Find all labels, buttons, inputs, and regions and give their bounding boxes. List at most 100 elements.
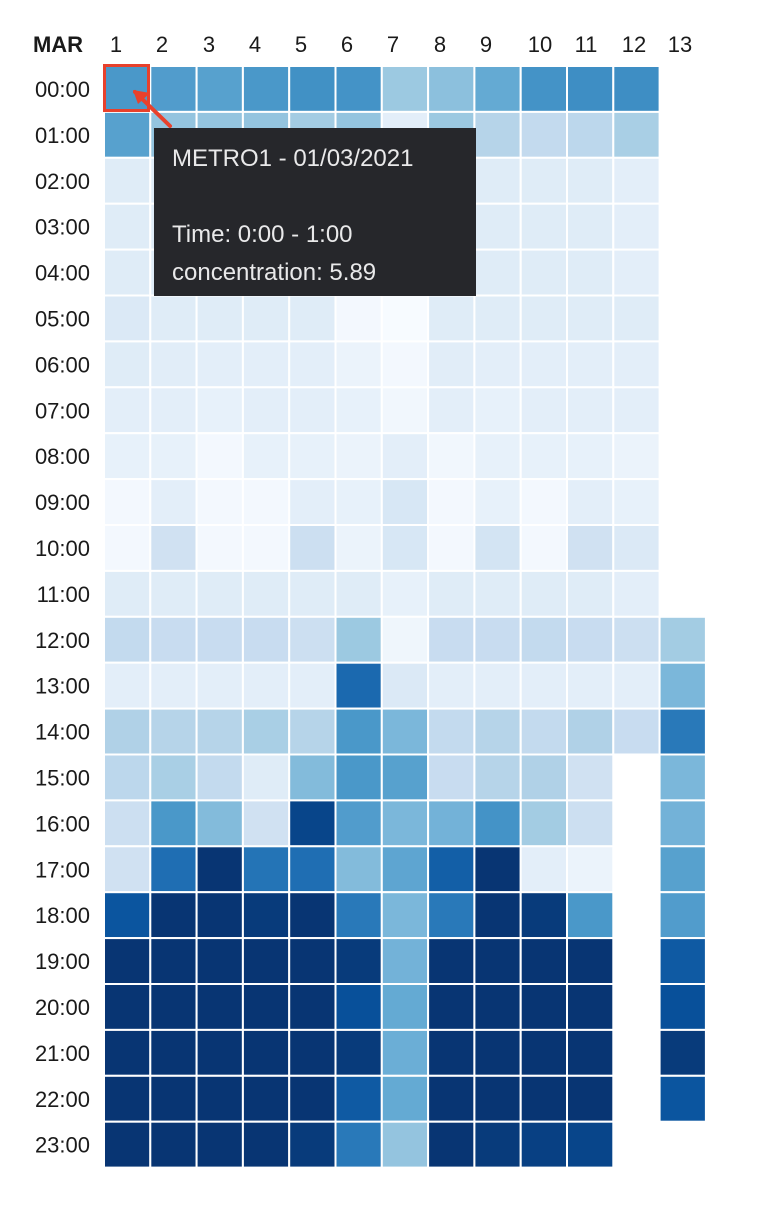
heatmap-cell[interactable] [241, 615, 291, 664]
heatmap-cell[interactable] [519, 386, 569, 435]
heatmap-cell[interactable] [658, 983, 707, 1031]
heatmap-cell[interactable] [195, 1074, 244, 1123]
heatmap-cell[interactable] [380, 937, 430, 985]
heatmap-cell[interactable] [380, 753, 430, 802]
heatmap-cell[interactable] [519, 661, 569, 710]
heatmap-cell[interactable] [334, 65, 383, 113]
heatmap-cell[interactable] [149, 661, 198, 710]
heatmap-cell[interactable] [334, 799, 383, 848]
heatmap-cell[interactable] [334, 845, 383, 894]
heatmap-cell[interactable] [149, 983, 198, 1031]
heatmap-cell[interactable] [427, 340, 476, 389]
heatmap-cell[interactable] [103, 386, 152, 435]
heatmap-cell[interactable] [380, 478, 430, 527]
heatmap-cell[interactable] [288, 569, 337, 618]
heatmap-cell[interactable] [195, 340, 244, 389]
heatmap-cell[interactable] [612, 707, 661, 756]
heatmap-cell[interactable] [334, 661, 383, 710]
heatmap-cell[interactable] [658, 707, 707, 756]
heatmap-cell[interactable] [658, 753, 707, 802]
heatmap-cell[interactable] [149, 386, 198, 435]
heatmap-cell[interactable] [195, 478, 244, 527]
heatmap-cell[interactable] [612, 569, 661, 618]
heatmap-cell[interactable] [427, 615, 476, 664]
heatmap-cell[interactable] [380, 65, 430, 113]
heatmap-cell[interactable] [566, 983, 615, 1031]
heatmap-cell[interactable] [427, 845, 476, 894]
heatmap-cell[interactable] [103, 983, 152, 1031]
heatmap-cell[interactable] [149, 707, 198, 756]
heatmap-cell[interactable] [241, 478, 291, 527]
heatmap-cell[interactable] [288, 524, 337, 572]
heatmap-cell[interactable] [612, 202, 661, 251]
heatmap-cell[interactable] [241, 1120, 291, 1169]
heatmap-cell[interactable] [149, 432, 198, 481]
heatmap-cell[interactable] [334, 937, 383, 985]
heatmap-cell[interactable] [427, 707, 476, 756]
heatmap-cell[interactable] [195, 753, 244, 802]
heatmap-cell[interactable] [612, 156, 661, 205]
heatmap-cell[interactable] [566, 340, 615, 389]
heatmap-cell[interactable] [241, 1028, 291, 1077]
heatmap-cell[interactable] [658, 891, 707, 940]
heatmap-cell[interactable] [473, 524, 522, 572]
heatmap-cell[interactable] [519, 202, 569, 251]
heatmap-cell[interactable] [334, 891, 383, 940]
heatmap-cell[interactable] [103, 1028, 152, 1077]
heatmap-cell[interactable] [334, 615, 383, 664]
heatmap-cell[interactable] [103, 156, 152, 205]
heatmap-cell[interactable] [612, 478, 661, 527]
heatmap-cell[interactable] [658, 845, 707, 894]
heatmap-cell[interactable] [473, 983, 522, 1031]
heatmap-cell[interactable] [566, 661, 615, 710]
heatmap-cell[interactable] [473, 615, 522, 664]
heatmap-cell[interactable] [427, 1028, 476, 1077]
heatmap-cell[interactable] [103, 891, 152, 940]
heatmap-cell[interactable] [519, 799, 569, 848]
heatmap-cell[interactable] [566, 65, 615, 113]
heatmap-cell[interactable] [288, 1120, 337, 1169]
heatmap-cell[interactable] [380, 615, 430, 664]
heatmap-cell[interactable] [149, 524, 198, 572]
heatmap-cell[interactable] [334, 478, 383, 527]
heatmap-cell[interactable] [427, 753, 476, 802]
heatmap-cell[interactable] [241, 983, 291, 1031]
heatmap-cell[interactable] [288, 340, 337, 389]
heatmap-cell[interactable] [334, 1028, 383, 1077]
heatmap-cell[interactable] [566, 1028, 615, 1077]
heatmap-cell[interactable] [658, 937, 707, 985]
heatmap-cell[interactable] [566, 1120, 615, 1169]
heatmap-cell[interactable] [241, 386, 291, 435]
heatmap-cell[interactable] [519, 615, 569, 664]
heatmap-cell[interactable] [149, 615, 198, 664]
heatmap-cell[interactable] [334, 294, 383, 343]
heatmap-cell[interactable] [241, 753, 291, 802]
heatmap-cell[interactable] [195, 845, 244, 894]
heatmap-cell[interactable] [566, 615, 615, 664]
heatmap-cell[interactable] [612, 340, 661, 389]
heatmap-cell[interactable] [473, 65, 522, 113]
heatmap-cell[interactable] [519, 524, 569, 572]
heatmap-cell[interactable] [380, 1028, 430, 1077]
heatmap-cell[interactable] [288, 615, 337, 664]
heatmap-cell[interactable] [566, 937, 615, 985]
heatmap-cell[interactable] [658, 615, 707, 664]
heatmap-cell[interactable] [658, 1074, 707, 1123]
heatmap-cell[interactable] [241, 845, 291, 894]
heatmap-cell[interactable] [427, 891, 476, 940]
heatmap-cell[interactable] [103, 845, 152, 894]
heatmap-cell[interactable] [288, 65, 337, 113]
heatmap-cell[interactable] [288, 432, 337, 481]
heatmap-cell[interactable] [149, 569, 198, 618]
heatmap-cell[interactable] [427, 432, 476, 481]
heatmap-cell[interactable] [427, 661, 476, 710]
heatmap-cell[interactable] [566, 294, 615, 343]
heatmap-cell[interactable] [380, 707, 430, 756]
heatmap-cell[interactable] [195, 615, 244, 664]
heatmap-cell[interactable] [380, 524, 430, 572]
heatmap-cell[interactable] [519, 707, 569, 756]
heatmap-cell[interactable] [612, 524, 661, 572]
heatmap-cell[interactable] [241, 569, 291, 618]
heatmap-cell[interactable] [195, 432, 244, 481]
heatmap-cell[interactable] [612, 661, 661, 710]
